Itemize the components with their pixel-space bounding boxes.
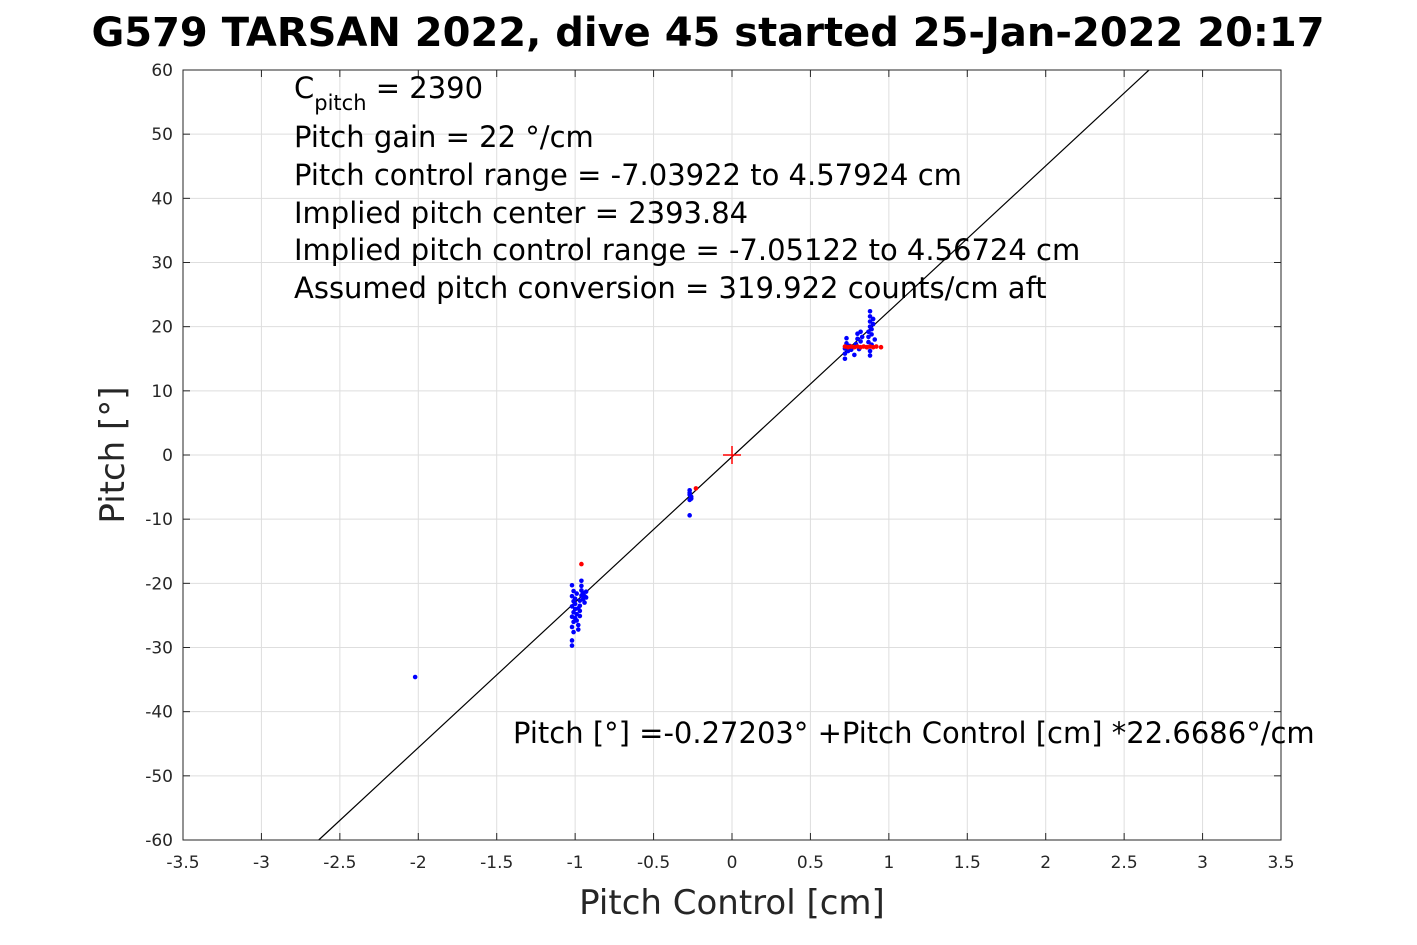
blue-data-point [866, 329, 871, 335]
x-tick-label: -2.5 [323, 853, 356, 873]
blue-data-point [572, 601, 578, 607]
x-tick-label: 1.5 [954, 853, 981, 873]
blue-data-point [855, 336, 860, 342]
blue-data-point [687, 513, 692, 518]
y-tick-label: 20 [151, 318, 173, 338]
y-tick-label: -30 [145, 639, 173, 659]
blue-data-point [569, 643, 575, 648]
implied-center-annotation: Implied pitch center = 2393.84 [294, 196, 748, 230]
blue-data-point [869, 326, 874, 332]
blue-data-point [848, 347, 854, 353]
blue-data-point [577, 613, 583, 619]
blue-data-point [687, 490, 692, 496]
blue-data-point [866, 334, 871, 340]
pitch-control-range-annotation: Pitch control range = -7.03922 to 4.5792… [294, 158, 962, 192]
y-tick-label: -60 [145, 831, 173, 851]
blue-data-point [583, 589, 589, 594]
blue-data-point [867, 314, 873, 319]
red-data-point [878, 344, 884, 350]
blue-data-point [866, 339, 871, 345]
blue-data-point [867, 319, 873, 324]
x-tick-label: 3.5 [1267, 853, 1294, 873]
blue-data-point [867, 348, 873, 354]
blue-data-point [571, 588, 576, 594]
center-marker-group [723, 446, 741, 464]
pitch-gain-annotation: Pitch gain = 22 °/cm [294, 120, 594, 154]
blue-data-point [412, 674, 418, 680]
x-tick-label: -2 [410, 853, 427, 873]
x-tick-label: -0.5 [637, 853, 670, 873]
y-tick-label: -40 [145, 703, 173, 723]
assumed-conversion-annotation: Assumed pitch conversion = 319.922 count… [294, 271, 1047, 305]
y-tick-label: 0 [162, 446, 173, 466]
x-axis-ticks: -3.5 -3 -2.5 -2 -1.5 -1 -0.5 0 0.5 1 1.5 2 2.5 3 3.5 [166, 70, 1295, 873]
fit-equation-annotation: Pitch [°] =-0.27203° +Pitch Control [cm]… [513, 716, 1315, 750]
c-pitch-annotation: Cpitch = 2390 [294, 71, 483, 115]
blue-data-point [842, 351, 848, 356]
x-tick-label: 0 [727, 853, 738, 873]
y-tick-label: -10 [145, 510, 173, 530]
data-points [412, 308, 884, 680]
x-tick-label: 3 [1197, 853, 1208, 873]
x-tick-label: -1 [567, 853, 584, 873]
blue-data-point [574, 591, 580, 596]
blue-data-point [569, 604, 575, 609]
x-tick-label: 2 [1040, 853, 1051, 873]
blue-data-point [842, 356, 848, 362]
blue-data-point [858, 339, 863, 344]
blue-data-point [872, 337, 878, 342]
x-axis-label: Pitch Control [cm] [579, 883, 885, 923]
y-tick-label: -20 [145, 574, 173, 594]
y-axis-ticks: 60 50 40 30 20 10 0 -10 -20 -30 -40 -50 -60 [145, 61, 1281, 851]
blue-data-point [867, 308, 873, 314]
y-tick-label: 10 [151, 382, 173, 402]
x-tick-label: -1.5 [480, 853, 513, 873]
blue-data-point [575, 622, 581, 628]
blue-data-point [852, 352, 857, 358]
red-data-point [874, 344, 879, 349]
blue-data-point [844, 335, 849, 341]
x-tick-label: 0.5 [797, 853, 824, 873]
blue-data-point [571, 629, 576, 635]
blue-data-point [575, 606, 581, 611]
blue-data-point [569, 582, 575, 588]
y-tick-label: 60 [151, 61, 173, 81]
blue-data-point [579, 583, 584, 589]
x-tick-label: 2.5 [1111, 853, 1138, 873]
blue-data-point [859, 334, 865, 340]
blue-data-point [569, 624, 575, 630]
red-data-point [693, 486, 699, 491]
y-tick-label: 30 [151, 254, 173, 274]
blue-data-point [572, 596, 578, 602]
blue-data-point [569, 638, 575, 643]
blue-data-point [869, 332, 874, 337]
x-tick-label: -3 [253, 853, 270, 873]
blue-data-point [569, 593, 575, 599]
c-pitch-value: = 2390 [367, 71, 484, 105]
x-tick-label: 1 [883, 853, 894, 873]
y-axis-label: Pitch [°] [93, 386, 133, 523]
red-data-point [579, 561, 584, 567]
blue-data-point [867, 353, 873, 358]
blue-data-point [583, 595, 589, 600]
blue-data-point [858, 329, 863, 335]
blue-data-point [870, 316, 876, 322]
y-tick-label: 40 [151, 189, 173, 209]
blue-data-point [575, 627, 581, 632]
blue-data-point [579, 578, 584, 584]
chart-title: G579 TARSAN 2022, dive 45 started 25-Jan… [91, 10, 1324, 56]
blue-data-point [572, 615, 578, 621]
implied-range-annotation: Implied pitch control range = -7.05122 t… [294, 233, 1080, 267]
blue-data-point [687, 497, 692, 503]
axes-box [182, 69, 1282, 841]
c-pitch-subscript: pitch [314, 91, 366, 115]
x-tick-label: -3.5 [166, 853, 199, 873]
c-pitch-main: C [294, 71, 314, 105]
y-tick-label: -50 [145, 767, 173, 787]
y-tick-label: 50 [151, 125, 173, 145]
blue-data-point [870, 321, 876, 327]
blue-data-point [582, 600, 587, 605]
